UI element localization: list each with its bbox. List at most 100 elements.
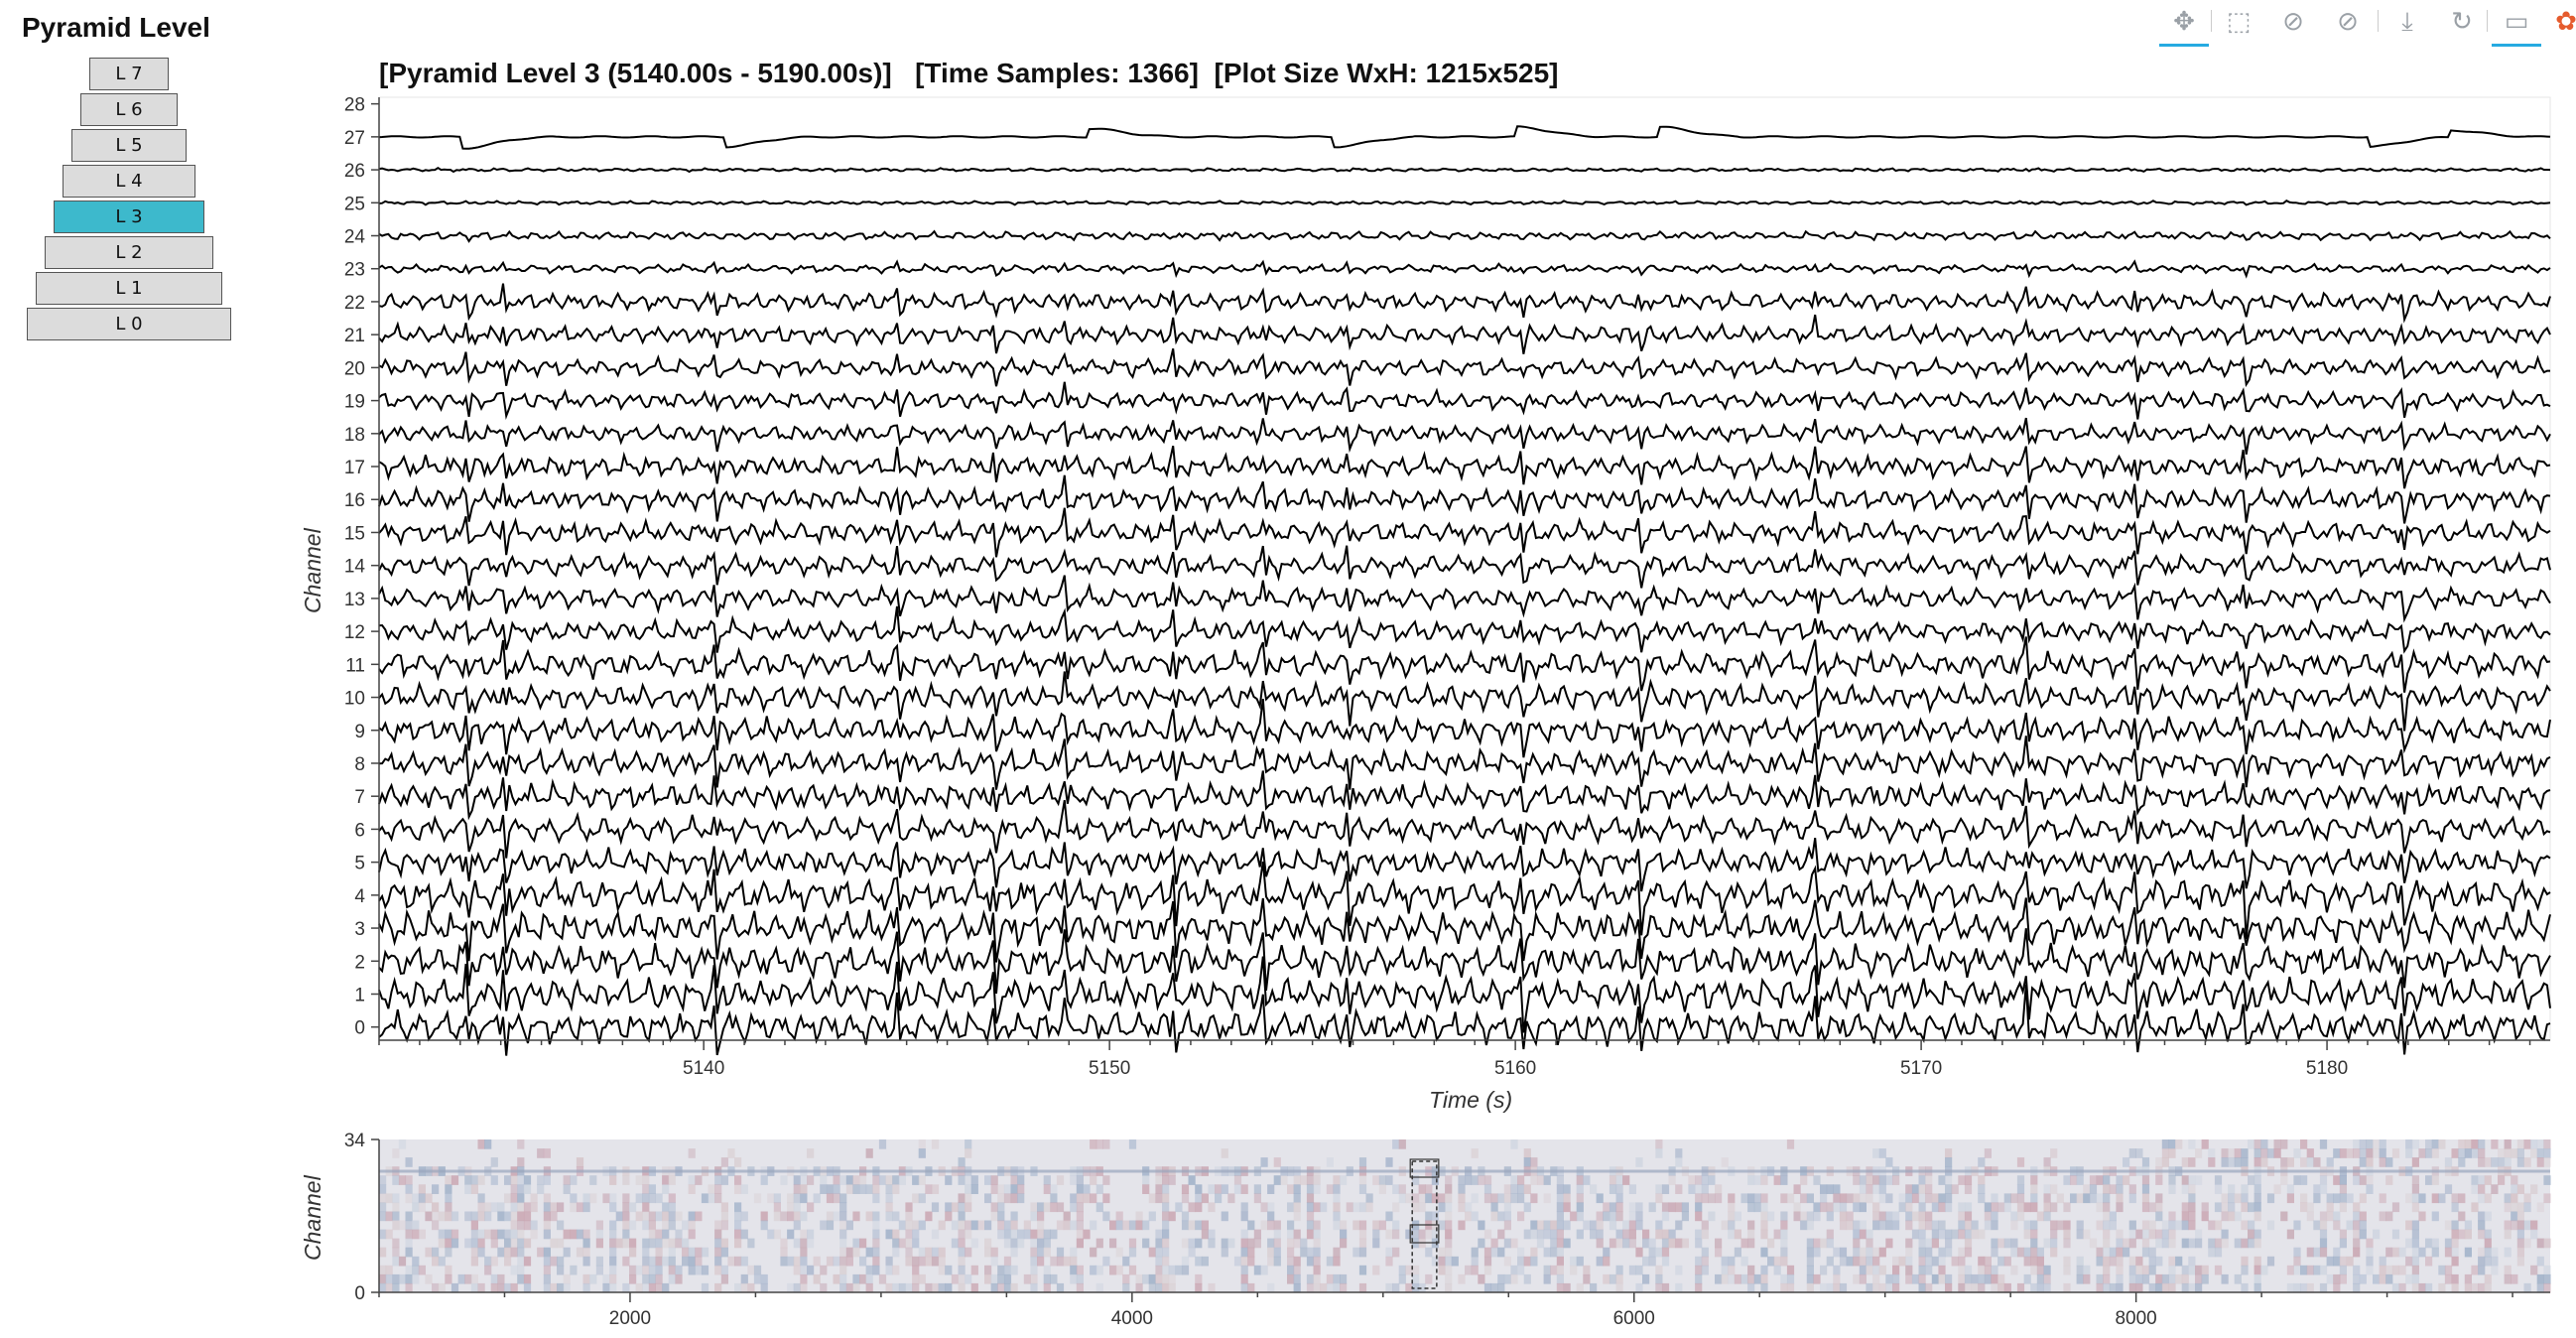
heatmap-cell [418,1184,426,1194]
heatmap-cell [2141,1265,2150,1275]
heatmap-cell [1155,1238,1163,1249]
pyramid-level-button[interactable]: L 6 [80,93,178,126]
heatmap-cell [997,1184,1005,1194]
heatmap-cell [1543,1265,1551,1275]
heatmap-cell [885,1229,893,1240]
wheel-zoom-icon[interactable]: ⊘ [2337,7,2359,37]
heatmap-cell [1142,1220,1150,1231]
heatmap-cell [1445,1282,1453,1293]
heatmap-cell [892,1238,900,1249]
heatmap-cell [1003,1193,1012,1204]
channel-trace-22 [378,283,2551,324]
heatmap-cell [655,1229,663,1240]
heatmap-cell [747,1282,755,1293]
pyramid-level-button[interactable]: L 4 [63,165,195,198]
heatmap-cell [668,1273,676,1284]
heatmap-cell [2214,1202,2223,1213]
pyramid-level-button[interactable]: L 3 [54,201,204,233]
heatmap-cell [2188,1211,2196,1222]
heatmap-cell [2116,1256,2124,1267]
heatmap-cell [464,1211,472,1222]
heatmap-cell [1780,1220,1788,1231]
heatmap-cell [2155,1175,2163,1185]
overview-heatmap[interactable] [379,1139,2551,1293]
selection-handle-top[interactable] [1409,1158,1440,1178]
heatmap-cell [655,1282,663,1293]
heatmap-cell [550,1202,558,1213]
heatmap-cell [517,1238,525,1249]
heatmap-cell [2063,1175,2071,1185]
heatmap-cell [1991,1282,1998,1293]
comment-icon[interactable]: ▭ [2492,0,2541,47]
heatmap-cell [510,1238,518,1249]
heatmap-cell [1951,1256,1959,1267]
heatmap-cell [1056,1282,1065,1293]
heatmap-cell [484,1265,492,1275]
heatmap-cell [2366,1157,2374,1167]
wheel-zoom-icon[interactable]: ⊘ [2282,7,2304,37]
pyramid-level-button[interactable]: L 0 [27,308,231,340]
heatmap-cell [1971,1229,1979,1240]
heatmap-cell [1826,1202,1834,1213]
bokeh-logo-icon[interactable]: ✿ [2555,7,2576,37]
heatmap-cell [990,1273,998,1284]
heatmap-cell [1563,1184,1571,1194]
reset-icon[interactable]: ↻ [2451,7,2473,37]
pyramid-level-button[interactable]: L 1 [36,272,222,305]
heatmap-cell [2458,1193,2466,1204]
heatmap-cell [1405,1193,1413,1204]
heatmap-cell [2148,1247,2156,1258]
heatmap-cell [1385,1211,1393,1222]
heatmap-cell [2123,1175,2130,1185]
heatmap-cell [970,1238,978,1249]
heatmap-cell [970,1265,978,1275]
heatmap-cell [2293,1247,2301,1258]
heatmap-cell [1293,1211,1301,1222]
heatmap-cell [477,1193,485,1204]
heatmap-cell [1964,1273,1973,1284]
heatmap-cell [1596,1220,1604,1231]
heatmap-cell [510,1184,518,1194]
heatmap-cell [445,1229,452,1240]
heatmap-cell [2168,1238,2176,1249]
heatmap-cell [2141,1247,2150,1258]
heatmap-cell [2109,1220,2117,1231]
heatmap-cell [1675,1148,1683,1158]
heatmap-cell [2043,1202,2051,1213]
pyramid-level-button[interactable]: L 5 [71,129,187,162]
heatmap-cell [451,1282,459,1293]
pyramid-level-button[interactable]: L 2 [45,236,213,269]
y-tick-label: 17 [344,458,365,478]
heatmap-cell [1306,1256,1315,1267]
heatmap-cell [2458,1157,2466,1167]
heatmap-cell [938,1282,946,1293]
heatmap-cell [1392,1282,1400,1293]
heatmap-cell [1661,1247,1670,1258]
heatmap-cell [984,1247,992,1258]
heatmap-cell [1517,1211,1525,1222]
heatmap-cell [1287,1202,1295,1213]
heatmap-cell [1122,1282,1130,1293]
selection-handle-middle[interactable] [1409,1224,1440,1244]
heatmap-cell [787,1193,795,1204]
heatmap-cell [451,1238,459,1249]
heatmap-cell [517,1139,525,1149]
heatmap-cell [1056,1202,1065,1213]
heatmap-cell [438,1282,446,1293]
heatmap-cell [787,1211,795,1222]
download-icon[interactable]: ⤓ [2401,6,2413,37]
heatmap-cell [1412,1202,1420,1213]
box-zoom-icon[interactable]: ⬚ [2226,7,2252,37]
heatmap-cell [2504,1247,2512,1258]
heatmap-cell [1859,1202,1867,1213]
heatmap-cell [865,1265,873,1275]
heatmap-cell [2478,1193,2486,1204]
heatmap-cell [1306,1247,1315,1258]
pyramid-level-button[interactable]: L 7 [89,58,169,90]
heatmap-cell [1628,1229,1636,1240]
heatmap-cell [2070,1193,2078,1204]
move-arrows-icon[interactable]: ✥ [2159,0,2209,47]
heatmap-cell [2188,1184,2196,1194]
heatmap-cell [1550,1238,1558,1249]
